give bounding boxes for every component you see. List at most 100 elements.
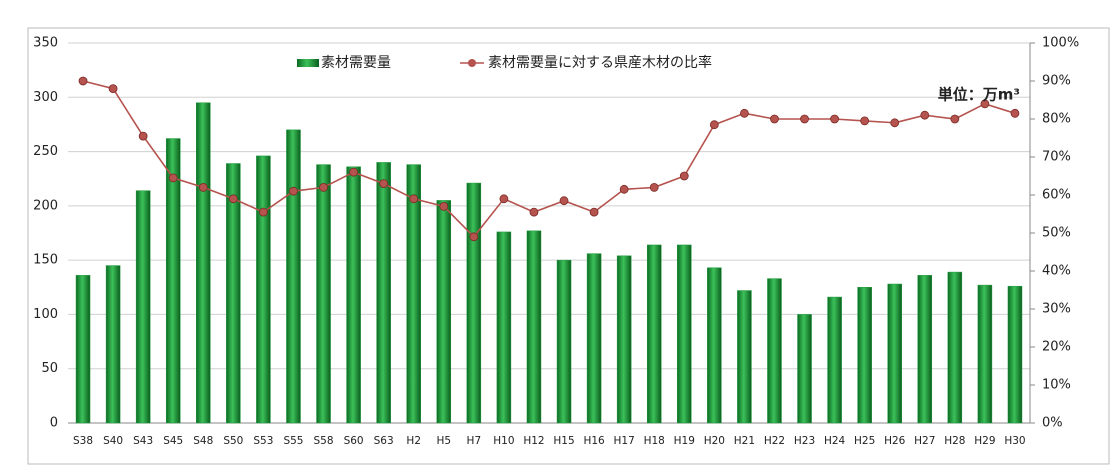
line-point [920, 110, 930, 120]
bar [316, 164, 331, 424]
bar [105, 265, 121, 424]
line [82, 80, 1016, 239]
x-tick-label: H25 [854, 435, 875, 447]
x-tick-label: H17 [614, 435, 635, 447]
line-point [319, 182, 328, 192]
line-point [439, 201, 449, 211]
line-point [198, 182, 208, 192]
bar [556, 259, 572, 424]
x-tick-label: H16 [583, 435, 605, 447]
y-tick-label: 350 [33, 36, 58, 51]
y2-tick-label: 50% [1042, 226, 1071, 241]
bar [737, 290, 752, 424]
chart-frame [27, 27, 1110, 465]
line-point [78, 76, 88, 86]
y-tick-label: 250 [33, 144, 58, 159]
line-point [349, 167, 358, 177]
line-point [289, 186, 298, 196]
bar [346, 166, 361, 424]
x-tick-label: H7 [467, 435, 482, 447]
line-point [1010, 108, 1020, 118]
bar [797, 314, 812, 424]
x-tick-label: H24 [824, 435, 846, 447]
y2-tick-label: 100% [1042, 36, 1079, 51]
line-point [589, 207, 599, 217]
y-tick-label: 300 [33, 90, 58, 105]
x-tick-label: H19 [674, 435, 695, 447]
x-tick-label: H12 [523, 435, 544, 447]
y2-tick-label: 80% [1042, 112, 1071, 127]
bar [646, 244, 662, 424]
bar [256, 155, 271, 424]
line-point [830, 114, 839, 124]
line-point [259, 207, 268, 217]
bar [857, 287, 872, 424]
line-point [409, 194, 419, 204]
legend-swatch [297, 59, 319, 67]
x-tick-label: H30 [1004, 435, 1025, 447]
x-tick-label: H2 [406, 435, 421, 447]
line-point [138, 131, 148, 141]
line-point [709, 120, 719, 130]
bar [977, 284, 993, 424]
x-tick-label: S48 [193, 435, 213, 447]
bar [1007, 285, 1023, 424]
bar [286, 129, 301, 424]
line-point [860, 116, 870, 126]
line-point [950, 114, 960, 124]
line-point [770, 114, 779, 124]
x-tick-label: S50 [223, 435, 243, 447]
x-tick-label: S43 [133, 435, 153, 447]
y2-tick-label: 0% [1042, 416, 1063, 431]
legend-label: 素材需要量に対する県産木材の比率 [488, 54, 712, 71]
x-tick-label: H26 [884, 435, 906, 447]
bar [707, 267, 722, 424]
x-tick-label: S38 [73, 435, 93, 447]
line-point [228, 194, 238, 204]
bar [616, 255, 632, 424]
x-tick-label: S55 [283, 435, 303, 447]
bar [947, 271, 963, 424]
bar [406, 164, 421, 424]
y2-tick-label: 90% [1042, 74, 1071, 89]
line-point [108, 84, 118, 93]
bar [226, 163, 241, 424]
bar [376, 162, 391, 424]
bar [436, 200, 452, 424]
bar [496, 231, 512, 424]
bar [135, 190, 151, 424]
line-point [529, 207, 539, 217]
y2-tick-label: 20% [1042, 340, 1071, 355]
x-tick-label: H22 [764, 435, 785, 447]
bar [827, 296, 842, 424]
y2-tick-label: 10% [1042, 378, 1071, 393]
line-point [559, 196, 569, 206]
y2-tick-label: 60% [1042, 188, 1071, 203]
bar [677, 244, 692, 424]
x-tick-label: H27 [914, 435, 935, 447]
line-point [619, 184, 629, 194]
x-tick-label: H28 [944, 435, 965, 447]
x-tick-label: H21 [734, 435, 755, 447]
legend-label: 素材需要量 [321, 55, 391, 71]
x-tick-label: S53 [253, 435, 273, 447]
legend-swatch [468, 59, 476, 67]
x-tick-label: H23 [794, 435, 815, 447]
y-tick-label: 0 [50, 416, 58, 431]
bar [165, 138, 181, 424]
bar [767, 278, 782, 424]
x-tick-label: S63 [374, 435, 394, 447]
unit-label: 単位：万m³ [938, 86, 1020, 104]
y-tick-label: 100 [33, 307, 58, 322]
bar [586, 253, 602, 424]
line-point [980, 99, 990, 109]
bar [196, 102, 211, 424]
line-point [890, 118, 900, 128]
line-point [800, 114, 809, 124]
line-point [469, 232, 479, 242]
x-tick-label: S58 [314, 435, 334, 447]
x-tick-label: S45 [163, 435, 183, 447]
bar [75, 275, 91, 424]
y-tick-label: 200 [33, 198, 58, 213]
